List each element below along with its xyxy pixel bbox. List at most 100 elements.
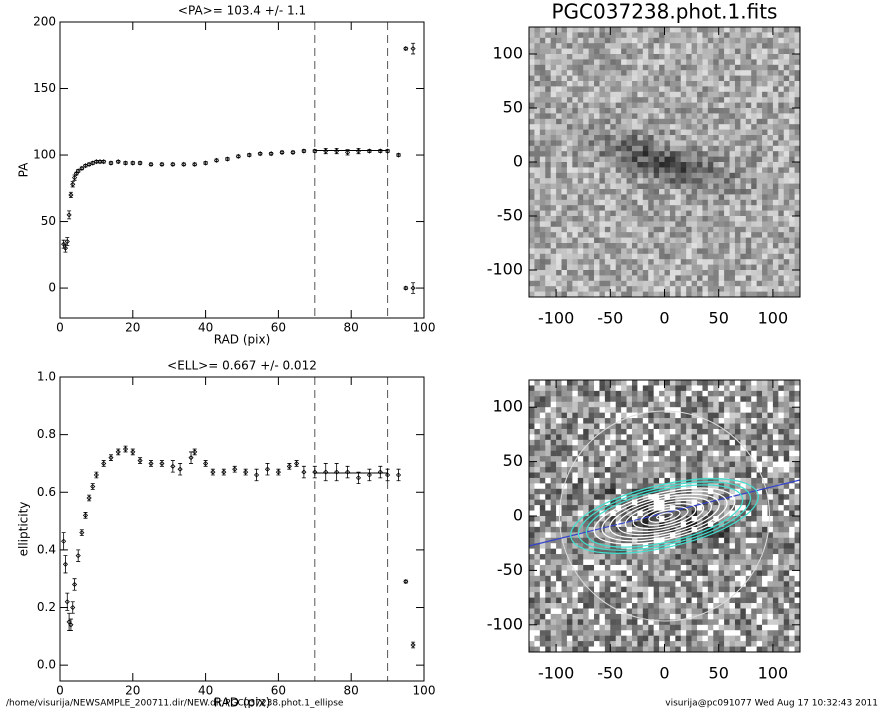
pixel (789, 280, 795, 287)
pixel (680, 151, 687, 157)
pixel (718, 102, 725, 109)
pixel (734, 428, 741, 435)
pixel (686, 59, 692, 66)
pixel (778, 505, 785, 511)
pixel (751, 516, 757, 522)
pixel (626, 461, 633, 468)
pixel (621, 521, 627, 528)
pixel (783, 586, 790, 593)
pixel (772, 253, 779, 260)
pixel (772, 43, 779, 49)
pixel (615, 510, 622, 517)
plot-frame (528, 26, 801, 298)
pixel (631, 113, 638, 120)
pixel (631, 554, 638, 560)
pixel (789, 37, 795, 44)
pixel (566, 461, 573, 468)
pixel (686, 102, 692, 109)
pixel (734, 124, 741, 130)
pixel (539, 102, 546, 109)
pixel (772, 113, 779, 120)
pixel (626, 286, 633, 292)
pixel (751, 183, 757, 190)
error-bar (203, 161, 208, 165)
pixel (577, 37, 584, 44)
pixel (756, 564, 763, 571)
pixel (631, 456, 638, 462)
pixel (778, 248, 785, 255)
pixel (724, 102, 730, 109)
pixel (529, 199, 535, 206)
error-bar (265, 463, 270, 476)
pixel (680, 270, 687, 276)
pixel (615, 412, 622, 419)
pixel (762, 199, 768, 206)
pixel (534, 59, 541, 66)
pixel (588, 183, 595, 190)
pixel (751, 97, 757, 103)
pixel (778, 178, 785, 184)
pixel (707, 532, 714, 539)
pixel (604, 570, 611, 577)
pixel (724, 108, 730, 114)
pixel (702, 37, 709, 44)
pixel (713, 559, 719, 566)
pixel (615, 145, 622, 152)
pixel (529, 216, 535, 222)
pixel (572, 559, 579, 566)
pixel (772, 243, 779, 249)
pixel (697, 412, 703, 419)
pixel (561, 516, 568, 522)
pixel (713, 570, 719, 577)
pixel (534, 570, 541, 577)
pixel (724, 27, 730, 33)
pixel (529, 91, 535, 98)
pixel (729, 210, 736, 217)
pixel (778, 456, 785, 462)
pixel (599, 494, 606, 500)
pixel (561, 477, 568, 484)
pixel (729, 43, 736, 49)
pixel (610, 108, 617, 114)
pixel (789, 418, 795, 424)
pixel (637, 483, 644, 490)
pixel (789, 156, 795, 163)
pixel (659, 412, 665, 419)
pixel (686, 543, 692, 549)
pixel (545, 183, 551, 190)
pixel (534, 189, 541, 195)
pixel (604, 210, 611, 217)
pixel (756, 156, 763, 163)
pixel (556, 97, 562, 103)
pixel (561, 232, 568, 238)
pixel (653, 554, 660, 560)
pixel (637, 102, 644, 109)
pixel (789, 91, 795, 98)
pixel (691, 603, 698, 609)
pixel (642, 232, 649, 238)
pixel (669, 461, 676, 468)
pixel (675, 91, 682, 98)
pixel (529, 140, 535, 147)
pixel (631, 559, 638, 566)
pixel (556, 162, 562, 168)
data-point (86, 161, 92, 167)
pixel (577, 461, 584, 468)
pixel (783, 237, 790, 244)
pixel (680, 439, 687, 446)
pixel (621, 64, 627, 71)
pixel (740, 221, 747, 228)
pixel (659, 291, 665, 298)
pixel (588, 199, 595, 206)
pixel (680, 259, 687, 265)
pixel (594, 597, 600, 604)
pixel (778, 559, 785, 566)
pixel (745, 418, 752, 424)
pixel (626, 603, 633, 609)
data-point (108, 160, 114, 166)
pixel (669, 248, 676, 255)
pixel (745, 286, 752, 292)
pixel (566, 48, 573, 55)
pixel (778, 70, 785, 76)
pixel (724, 216, 730, 222)
